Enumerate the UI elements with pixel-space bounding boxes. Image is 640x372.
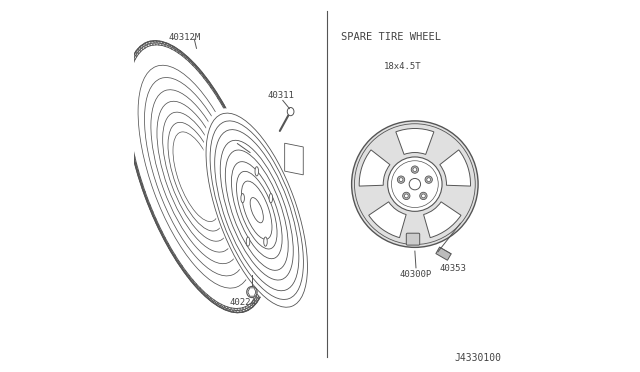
Circle shape [413, 168, 417, 171]
Wedge shape [359, 150, 390, 186]
Text: 40224: 40224 [229, 298, 256, 307]
Polygon shape [285, 143, 303, 175]
Circle shape [411, 166, 419, 173]
Wedge shape [396, 128, 434, 154]
FancyBboxPatch shape [406, 233, 420, 245]
Text: 40300P: 40300P [218, 136, 250, 145]
Text: J4330100: J4330100 [454, 353, 502, 363]
Ellipse shape [287, 108, 294, 116]
Ellipse shape [264, 237, 268, 246]
Circle shape [403, 192, 410, 199]
Text: 40300P: 40300P [399, 270, 431, 279]
Wedge shape [440, 150, 470, 186]
Text: SPARE TIRE WHEEL: SPARE TIRE WHEEL [341, 32, 441, 42]
Circle shape [399, 178, 403, 182]
Ellipse shape [125, 41, 268, 312]
Circle shape [427, 178, 431, 182]
Ellipse shape [246, 286, 257, 298]
Wedge shape [424, 202, 461, 238]
Ellipse shape [250, 198, 263, 223]
Ellipse shape [173, 132, 220, 222]
Circle shape [422, 194, 426, 198]
Circle shape [425, 176, 433, 183]
Ellipse shape [241, 193, 244, 203]
Ellipse shape [204, 108, 310, 312]
Circle shape [397, 176, 404, 183]
Circle shape [409, 179, 420, 190]
Text: 40312M: 40312M [169, 33, 201, 42]
Circle shape [351, 121, 478, 247]
Text: 40311: 40311 [267, 92, 294, 100]
Circle shape [420, 192, 427, 199]
Ellipse shape [269, 193, 273, 203]
Ellipse shape [255, 167, 259, 176]
Text: 18x4.5T: 18x4.5T [384, 62, 421, 71]
Ellipse shape [246, 237, 250, 246]
Polygon shape [436, 247, 451, 260]
Circle shape [404, 194, 408, 198]
Wedge shape [369, 202, 406, 238]
Text: 40353: 40353 [440, 264, 467, 273]
Circle shape [388, 157, 442, 211]
